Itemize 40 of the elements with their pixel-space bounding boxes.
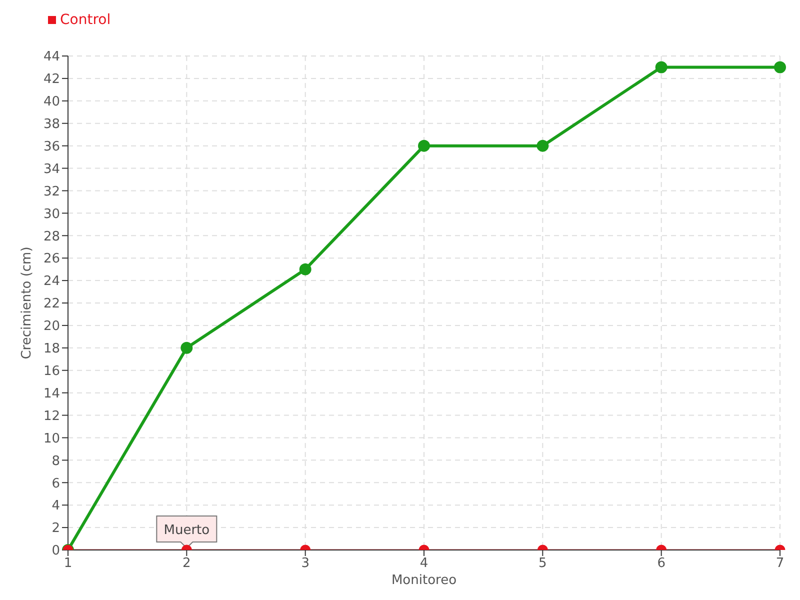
y-tick-label: 2 bbox=[52, 521, 60, 536]
x-tick-label: 3 bbox=[301, 556, 310, 572]
y-tick-label: 16 bbox=[43, 364, 60, 379]
point bbox=[418, 140, 430, 152]
y-tick-label: 0 bbox=[52, 544, 60, 559]
x-tick-label: 1 bbox=[64, 556, 72, 572]
x-axis-title: Monitoreo bbox=[391, 573, 457, 588]
legend-label: Control bbox=[60, 12, 111, 28]
y-tick-label: 26 bbox=[43, 252, 60, 267]
point bbox=[180, 342, 193, 354]
x-tick-label: 6 bbox=[657, 556, 666, 572]
y-tick-label: 12 bbox=[43, 408, 60, 424]
y-tick-label: 4 bbox=[52, 498, 60, 514]
point bbox=[299, 263, 312, 276]
y-tick-label: 24 bbox=[43, 274, 60, 290]
y-tick-label: 42 bbox=[43, 72, 60, 88]
x-tick-label: 4 bbox=[420, 556, 428, 572]
y-tick-label: 6 bbox=[52, 476, 60, 492]
y-tick-label: 38 bbox=[43, 116, 60, 132]
point bbox=[536, 140, 549, 152]
y-tick-label: 14 bbox=[43, 386, 60, 402]
y-tick-label: 28 bbox=[43, 229, 60, 244]
y-tick-label: 36 bbox=[43, 139, 60, 154]
x-tick-label: 7 bbox=[776, 556, 784, 572]
y-tick-label: 8 bbox=[52, 454, 60, 469]
y-tick-label: 10 bbox=[43, 431, 60, 446]
y-tick-label: 18 bbox=[43, 342, 60, 357]
point bbox=[774, 61, 786, 74]
x-tick-label: 2 bbox=[182, 556, 191, 572]
y-axis-title: Crecimiento (cm) bbox=[20, 246, 35, 360]
y-tick-label: 32 bbox=[43, 184, 60, 200]
y-tick-label: 22 bbox=[43, 296, 60, 312]
point bbox=[655, 61, 668, 74]
y-tick-label: 34 bbox=[43, 162, 60, 177]
x-tick-label: 5 bbox=[538, 556, 547, 572]
y-tick-label: 40 bbox=[43, 94, 60, 110]
y-tick-label: 30 bbox=[43, 206, 60, 222]
y-tick-label: 20 bbox=[43, 319, 60, 334]
annotation: Muerto bbox=[164, 523, 210, 538]
y-tick-label: 44 bbox=[43, 50, 60, 65]
